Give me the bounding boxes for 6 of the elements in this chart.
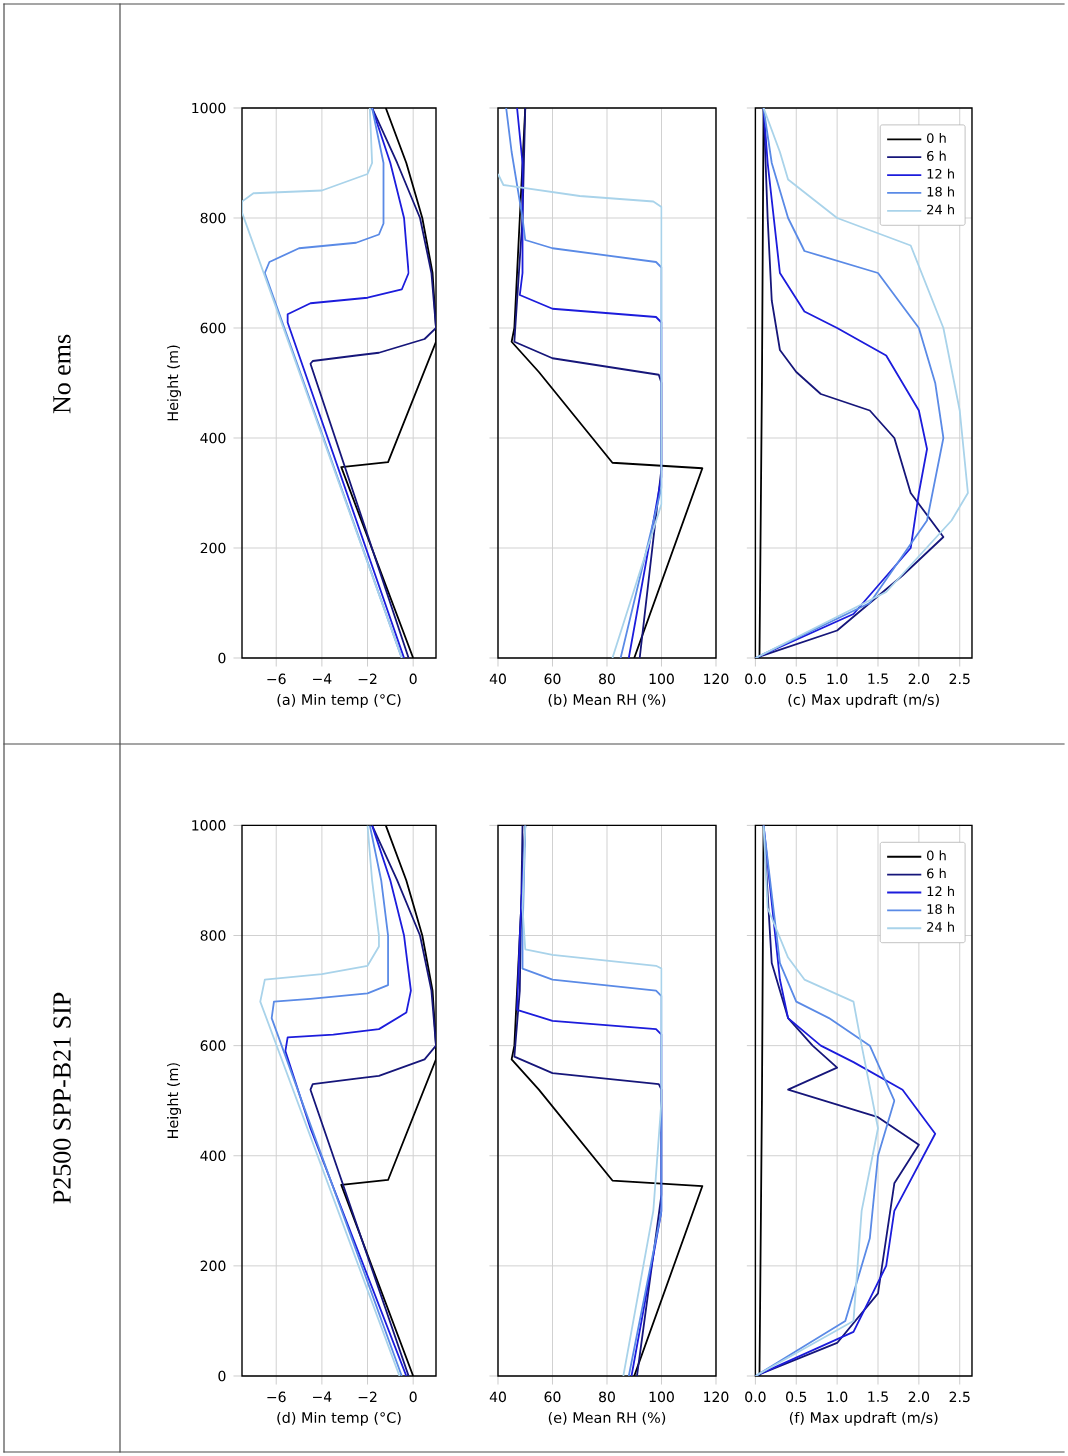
line-series bbox=[286, 107, 410, 658]
line-series bbox=[309, 825, 436, 1376]
text: P2500 SPP-B21 SIP bbox=[53, 992, 71, 1204]
text: No ems bbox=[53, 334, 71, 414]
line-series bbox=[284, 825, 412, 1376]
line-series bbox=[309, 107, 436, 658]
